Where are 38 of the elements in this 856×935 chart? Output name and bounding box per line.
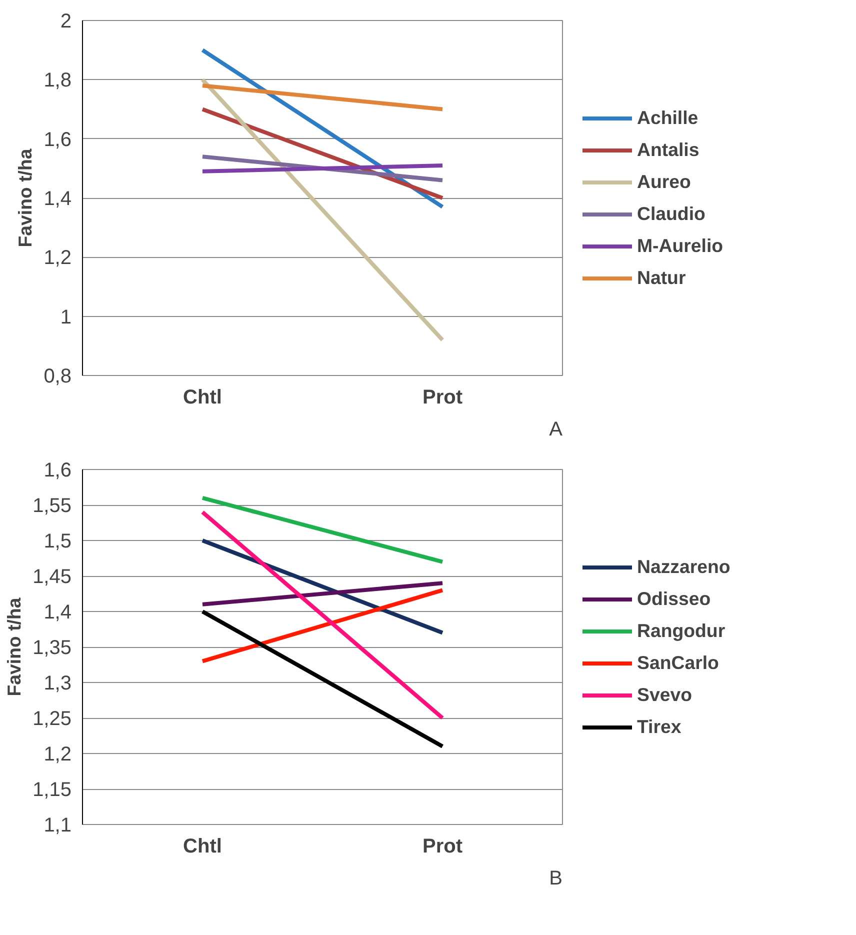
legend-label: Achille (637, 106, 698, 128)
legend-label: Natur (637, 266, 686, 288)
x-tick-label: Chtl (183, 386, 222, 408)
x-tick-label: Chtl (183, 836, 222, 858)
y-tick-label: 1,45 (32, 566, 72, 588)
legend-label: Svevo (637, 684, 692, 706)
text: A (549, 418, 564, 440)
x-tick-label: Prot (422, 836, 463, 858)
y-tick-label: 1,6 (44, 460, 72, 482)
legend-label: M-Aurelio (637, 234, 724, 256)
legend-label: Antalis (637, 138, 700, 160)
legend-label: Tirex (637, 716, 682, 738)
y-tick-label: 0,8 (44, 366, 72, 388)
legend-label: SanCarlo (637, 652, 719, 674)
y-axis-title: Favino t/ha (14, 148, 36, 248)
y-tick-label: 1,6 (44, 128, 72, 151)
y-tick-label: 1,55 (32, 495, 72, 517)
legend-label: Odisseo (637, 588, 711, 610)
legend-label: Claudio (637, 202, 706, 224)
y-tick-label: 1,25 (32, 708, 72, 730)
y-tick-label: 2 (60, 10, 72, 32)
y-tick-label: 1,8 (44, 70, 72, 92)
y-tick-label: 1,5 (44, 530, 72, 552)
y-tick-label: 1,2 (44, 744, 72, 766)
legend-label: Nazzareno (637, 556, 730, 578)
y-tick-label: 1,35 (32, 637, 72, 659)
y-tick-label: 1,4 (44, 188, 72, 210)
y-tick-label: 1,4 (44, 602, 72, 624)
x-tick-label: Prot (422, 386, 463, 408)
y-tick-label: 1,3 (44, 672, 72, 694)
y-tick-label: 1 (60, 306, 72, 328)
legend-label: Rangodur (637, 620, 726, 642)
y-tick-label: 1,1 (44, 814, 72, 836)
text: B (549, 868, 563, 890)
y-tick-label: 1,15 (32, 779, 72, 801)
y-tick-label: 1,2 (44, 247, 72, 270)
y-axis-title: Favino t/ha (4, 597, 25, 696)
legend-label: Aureo (637, 170, 691, 192)
